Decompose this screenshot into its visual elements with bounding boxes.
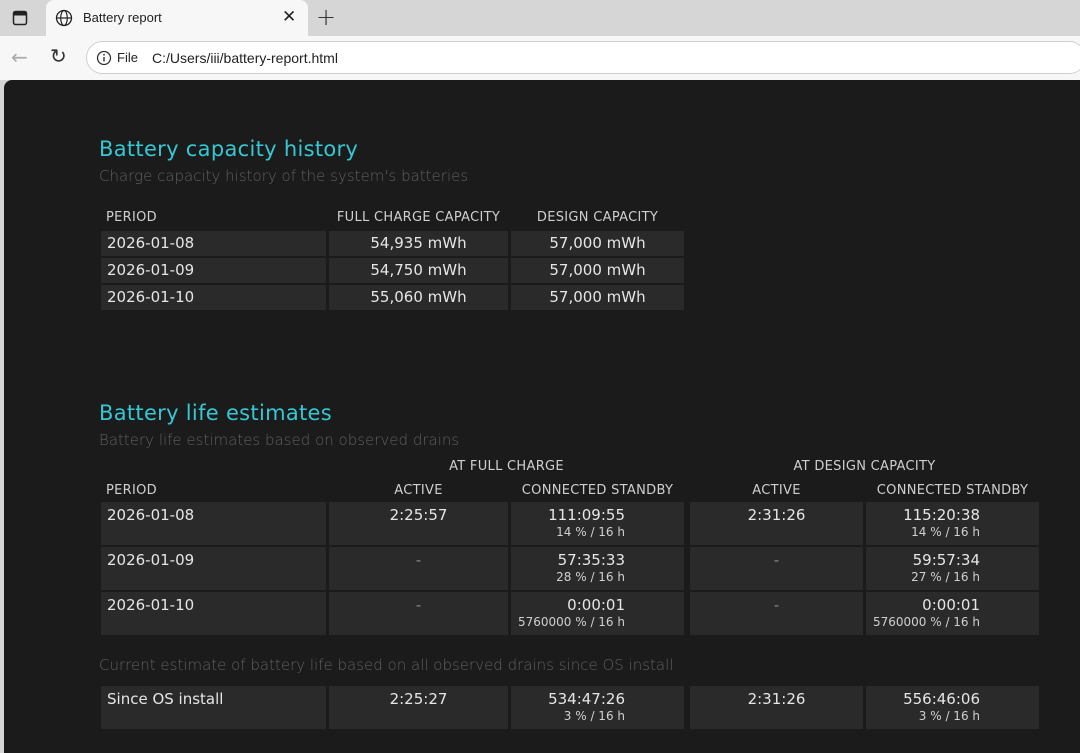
life-title: Battery life estimates (99, 401, 333, 425)
standby-time: 111:09:55 (548, 506, 625, 524)
period-cell: 2026-01-10 (101, 285, 326, 310)
group-design-capacity: AT DESIGN CAPACITY (793, 459, 936, 474)
standby-value: 59:57:34 27 % / 16 h (911, 551, 980, 584)
standby-value: 0:00:01 5760000 % / 16 h (518, 596, 625, 629)
current-estimate-note: Current estimate of battery life based o… (99, 656, 674, 674)
globe-icon (55, 9, 73, 27)
header-design: DESIGN CAPACITY (536, 210, 659, 225)
life-subtitle: Battery life estimates based on observed… (99, 431, 460, 449)
group-full-charge: AT FULL CHARGE (449, 459, 564, 474)
period-cell: 2026-01-09 (101, 258, 326, 283)
header-full-charge: FULL CHARGE CAPACITY (336, 210, 501, 225)
standby-drain: 28 % / 16 h (556, 570, 625, 584)
standby-design-cell: 59:57:34 27 % / 16 h (866, 547, 1039, 590)
standby-drain: 27 % / 16 h (911, 570, 980, 584)
standby-design-cell: 556:46:06 3 % / 16 h (866, 686, 1039, 729)
standby-value: 534:47:26 3 % / 16 h (548, 690, 625, 723)
standby-time: 534:47:26 (548, 690, 625, 708)
standby-value: 57:35:33 28 % / 16 h (556, 551, 625, 584)
standby-drain: 3 % / 16 h (563, 709, 625, 723)
page-content (4, 80, 1080, 753)
refresh-icon[interactable]: ↻ (50, 44, 67, 68)
standby-value: 111:09:55 14 % / 16 h (548, 506, 625, 539)
standby-value: 115:20:38 14 % / 16 h (903, 506, 980, 539)
address-bar-row: ← ↻ File C:/Users/iii/battery-report.htm… (0, 36, 1080, 80)
standby-drain: 14 % / 16 h (911, 525, 980, 539)
period-cell: 2026-01-08 (101, 502, 326, 545)
header-standby-design: CONNECTED STANDBY (876, 483, 1029, 498)
header-period: PERIOD (106, 210, 157, 225)
period-cell: 2026-01-10 (101, 592, 326, 635)
standby-drain: 14 % / 16 h (556, 525, 625, 539)
standby-time: 556:46:06 (903, 690, 980, 708)
tab-title: Battery report (83, 10, 162, 25)
standby-time: 0:00:01 (922, 596, 980, 614)
header-active-full: ACTIVE (394, 483, 443, 498)
standby-time: 59:57:34 (912, 551, 980, 569)
standby-full-cell: 0:00:01 5760000 % / 16 h (511, 592, 684, 635)
sidebar-toggle-icon[interactable] (12, 10, 28, 26)
standby-full-cell: 57:35:33 28 % / 16 h (511, 547, 684, 590)
full-charge-cell: 54,750 mWh (329, 258, 508, 283)
active-full-cell: - (329, 592, 508, 635)
active-design-cell: 2:31:26 (690, 686, 863, 729)
standby-time: 57:35:33 (557, 551, 625, 569)
standby-design-cell: 115:20:38 14 % / 16 h (866, 502, 1039, 545)
active-design-cell: - (690, 547, 863, 590)
active-full-cell: 2:25:57 (329, 502, 508, 545)
active-design-cell: - (690, 592, 863, 635)
standby-time: 0:00:01 (567, 596, 625, 614)
full-charge-cell: 55,060 mWh (329, 285, 508, 310)
active-full-cell: 2:25:27 (329, 686, 508, 729)
tab-battery-report[interactable]: Battery report ✕ (46, 0, 308, 36)
header-active-design: ACTIVE (752, 483, 801, 498)
tab-bar: Battery report ✕ + (0, 0, 1080, 36)
address-bar[interactable]: File C:/Users/iii/battery-report.html (86, 41, 1080, 74)
new-tab-icon[interactable]: + (316, 3, 337, 31)
standby-full-cell: 534:47:26 3 % / 16 h (511, 686, 684, 729)
full-charge-cell: 54,935 mWh (329, 231, 508, 256)
header-period: PERIOD (106, 483, 157, 498)
url-text[interactable]: C:/Users/iii/battery-report.html (152, 50, 338, 66)
back-icon[interactable]: ← (11, 45, 28, 69)
period-cell: Since OS install (101, 686, 326, 729)
close-tab-icon[interactable]: ✕ (282, 7, 297, 27)
standby-value: 0:00:01 5760000 % / 16 h (873, 596, 980, 629)
standby-drain: 3 % / 16 h (918, 709, 980, 723)
active-design-cell: 2:31:26 (690, 502, 863, 545)
standby-drain: 5760000 % / 16 h (872, 615, 980, 629)
design-capacity-cell: 57,000 mWh (511, 258, 684, 283)
info-icon[interactable] (96, 50, 112, 66)
header-standby-full: CONNECTED STANDBY (521, 483, 674, 498)
standby-value: 556:46:06 3 % / 16 h (903, 690, 980, 723)
design-capacity-cell: 57,000 mWh (511, 285, 684, 310)
design-capacity-cell: 57,000 mWh (511, 231, 684, 256)
standby-time: 115:20:38 (903, 506, 980, 524)
standby-drain: 5760000 % / 16 h (517, 615, 625, 629)
standby-full-cell: 111:09:55 14 % / 16 h (511, 502, 684, 545)
active-full-cell: - (329, 547, 508, 590)
capacity-subtitle: Charge capacity history of the system's … (99, 167, 469, 185)
url-scheme: File (117, 50, 138, 65)
period-cell: 2026-01-09 (101, 547, 326, 590)
capacity-title: Battery capacity history (99, 137, 359, 161)
standby-design-cell: 0:00:01 5760000 % / 16 h (866, 592, 1039, 635)
period-cell: 2026-01-08 (101, 231, 326, 256)
